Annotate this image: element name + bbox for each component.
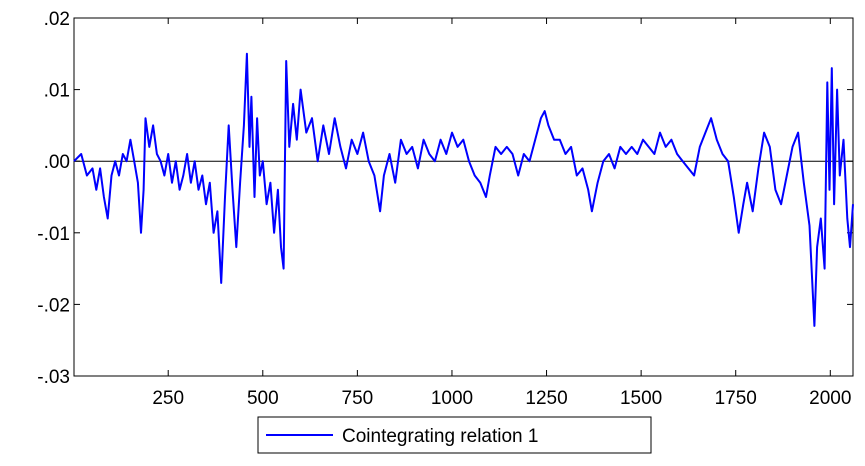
x-tick-label: 1000: [431, 388, 473, 409]
x-tick-label: 1750: [715, 388, 757, 409]
y-tick-label: .01: [44, 81, 70, 102]
x-tick-label: 500: [247, 388, 279, 409]
plot-frame: [74, 18, 853, 376]
y-tick-label: -.01: [37, 224, 70, 245]
x-tick-label: 1250: [525, 388, 567, 409]
x-tick-label: 2000: [809, 388, 851, 409]
x-tick-label: 750: [342, 388, 374, 409]
legend-label: Cointegrating relation 1: [342, 426, 538, 447]
y-tick-label: .02: [44, 9, 70, 30]
y-tick-label: .00: [44, 152, 70, 173]
y-tick-label: -.02: [37, 295, 70, 316]
y-tick-label: -.03: [37, 367, 70, 388]
x-tick-label: 250: [152, 388, 184, 409]
x-tick-label: 1500: [620, 388, 662, 409]
series-line-0: [74, 54, 853, 326]
